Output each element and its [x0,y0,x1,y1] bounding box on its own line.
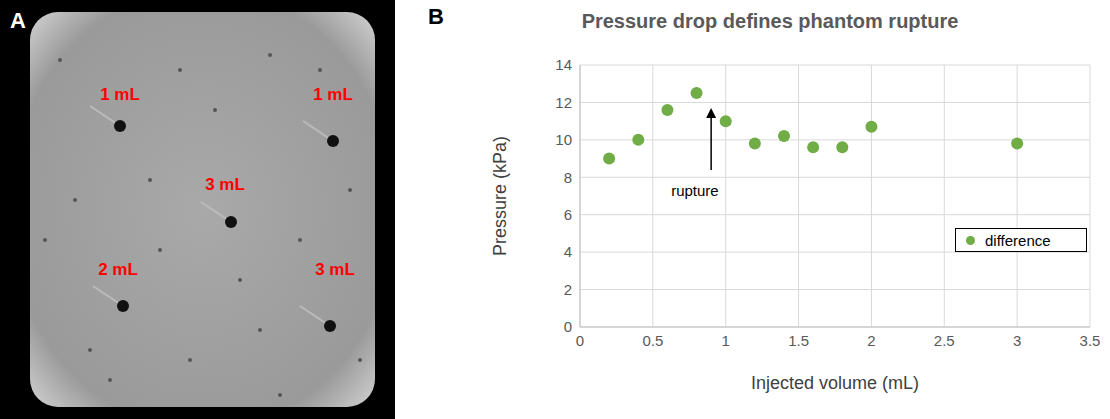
svg-text:14: 14 [555,56,572,73]
svg-text:10: 10 [555,131,572,148]
svg-text:3 mL: 3 mL [205,175,245,194]
svg-text:1: 1 [722,332,730,349]
svg-text:Pressure (kPa): Pressure (kPa) [490,136,510,256]
svg-text:6: 6 [564,206,572,223]
html-text:Pressure drop defines phantom: Pressure drop defines phantom rupture [581,10,959,32]
svg-text:0: 0 [576,332,584,349]
svg-text:2 mL: 2 mL [98,260,138,279]
svg-text:12: 12 [555,94,572,111]
svg-text:4: 4 [564,243,572,260]
svg-text:1 mL: 1 mL [100,85,140,104]
svg-text:3: 3 [1013,332,1021,349]
html-text:B: B [428,4,444,29]
html-text:difference: difference [985,231,1051,249]
svg-text:0.5: 0.5 [642,332,663,349]
svg-text:3.5: 3.5 [1080,332,1101,349]
svg-text:2: 2 [867,332,875,349]
svg-text:0: 0 [564,318,572,335]
svg-text:A: A [10,8,26,33]
svg-text:3 mL: 3 mL [315,260,355,279]
svg-text:Injected volume (mL): Injected volume (mL) [751,373,919,393]
svg-text:1 mL: 1 mL [313,85,353,104]
svg-text:1.5: 1.5 [788,332,809,349]
svg-text:8: 8 [564,169,572,186]
svg-text:rupture: rupture [671,182,719,199]
svg-text:2.5: 2.5 [934,332,955,349]
svg-text:2: 2 [564,281,572,298]
